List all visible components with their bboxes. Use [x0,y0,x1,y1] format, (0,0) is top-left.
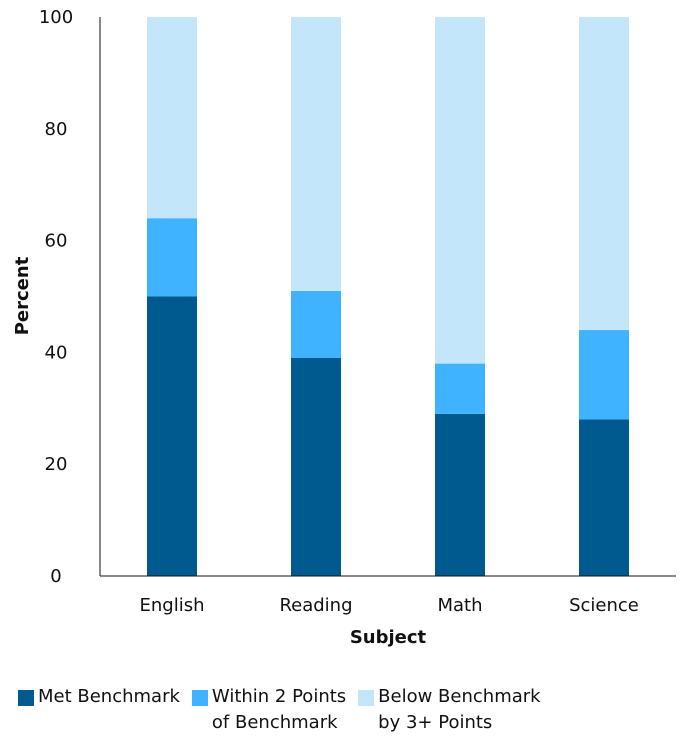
legend-item: Below Benchmark by 3+ Points [358,684,541,736]
legend-label-line: Within 2 Points [211,686,347,707]
legend-label: Below Benchmark by 3+ Points [378,684,540,736]
bar-segment-math-series-3 [435,17,485,364]
x-tick-label: Science [569,595,639,616]
bar-segment-science-series-2 [579,330,629,420]
y-axis-title: Percent [12,256,33,335]
stacked-bar-chart: 0 20 40 60 80 100 English Reading Math Science P… [12,7,676,648]
y-tick-label: 0 [50,566,61,587]
legend-item: Met Benchmark [18,684,180,710]
y-tick-label: 20 [45,454,68,475]
bars [147,17,629,576]
bar-segment-english-series-1 [147,296,197,576]
x-tick-label: English [140,595,205,616]
y-tick-label: 100 [39,7,73,28]
legend-label-line: of Benchmark [211,712,338,733]
bar-segment-math-series-1 [435,413,485,576]
bar-segment-reading-series-3 [291,17,341,291]
bar-segment-english-series-3 [147,17,197,219]
x-axis-title: Subject [350,627,427,648]
legend-label: Within 2 Points of Benchmark [212,684,346,736]
legend-item: Within 2 Points of Benchmark [191,684,346,736]
y-axis-ticks: 0 20 40 60 80 100 [39,7,73,587]
x-tick-label: Reading [279,595,352,616]
legend-label-line: Below Benchmark [378,686,541,707]
chart-legend: Met Benchmark Within 2 Points of Benchmark… [18,684,688,736]
bar-segment-english-series-2 [147,218,197,297]
y-tick-label: 60 [45,231,68,252]
bar-segment-reading-series-2 [291,290,341,358]
y-tick-label: 40 [45,342,68,363]
legend-label: Met Benchmark [38,684,180,710]
legend-swatch [191,690,208,706]
x-tick-label: Math [437,595,482,616]
legend-label-line: Met Benchmark [38,686,180,707]
x-axis-ticks: English Reading Math Science [140,595,639,616]
legend-swatch [18,690,34,706]
bar-segment-science-series-1 [579,419,629,576]
legend-label-line: by 3+ Points [378,712,493,733]
legend-swatch [358,690,375,706]
bar-segment-science-series-3 [579,17,629,331]
bar-segment-math-series-2 [435,363,485,414]
bar-segment-reading-series-1 [291,357,341,576]
y-tick-label: 80 [45,119,68,140]
